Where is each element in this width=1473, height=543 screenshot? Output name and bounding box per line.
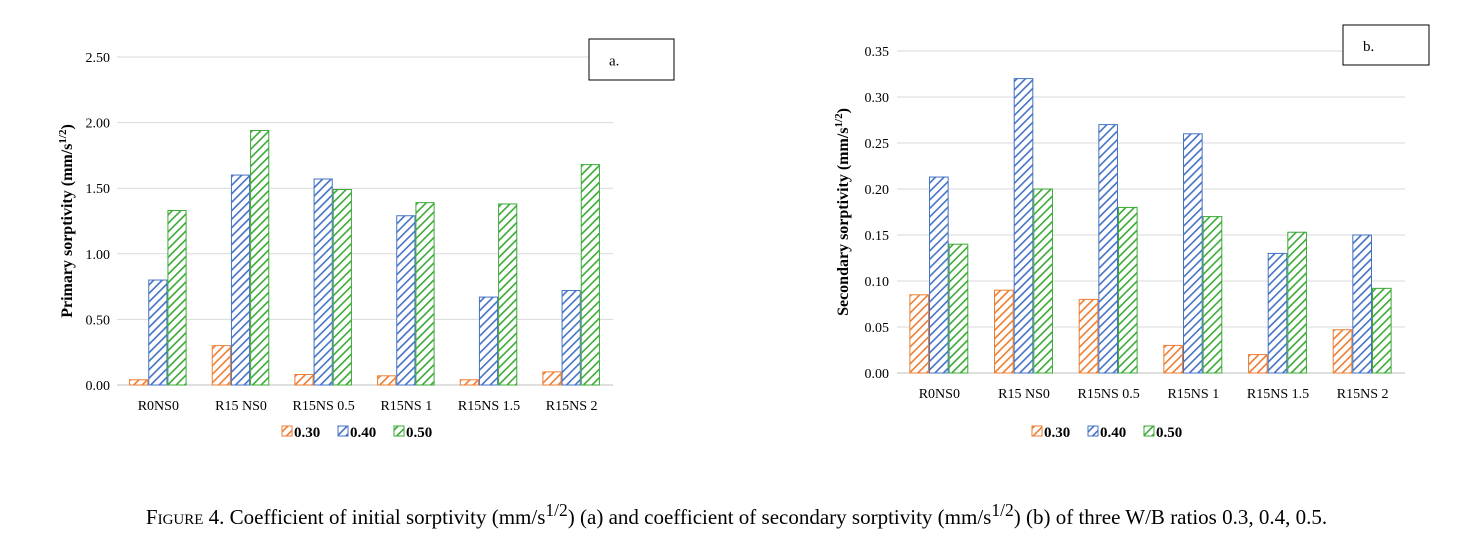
chart-a-bar-030-3 [377,375,397,386]
chart-a-bar-030-0 [129,379,149,386]
chart-b-bar-030-0 [909,294,930,374]
chart-a-category-label: R15NS 0.5 [293,399,355,414]
chart-b-legend-swatch-040 [1087,425,1099,437]
chart-a-bar-040-2 [313,178,333,386]
chart-b-bar-040-3 [1183,133,1203,374]
chart-b-legend-swatch-050 [1143,425,1155,437]
chart-b-bar-030-2 [1078,298,1099,374]
chart-a-bar-050-4 [498,203,518,386]
caption-prefix: Figure 4. [145,505,225,529]
chart-a-panel-label: a. [609,54,619,70]
chart-b-bar-030-4 [1248,354,1268,374]
chart-b-bar-050-2 [1117,206,1138,374]
chart-b-legend-label: 0.50 [1156,425,1182,441]
chart-b-category-label: R0NS0 [919,387,960,402]
caption-sup-2: 1/2 [991,500,1014,520]
chart-a-legend-label: 0.40 [350,425,376,441]
chart-b-legend-swatch-030 [1031,425,1043,437]
chart-a-bar-050-3 [415,202,435,386]
chart-b-category-label: R15NS 1 [1167,387,1219,402]
figure-caption: Figure 4. Coefficient of initial sorptiv… [0,500,1473,530]
chart-a-category-label: R15NS 1 [380,399,432,414]
chart-a-bar-030-1 [211,345,231,386]
chart-a-ytick-label: 0.50 [86,313,111,328]
chart-b-bar-030-3 [1163,344,1184,374]
chart-b-category-label: R15NS 1.5 [1247,387,1309,402]
chart-a-ytick-label: 2.50 [86,51,111,66]
chart-a-bar-030-5 [542,371,562,386]
chart-b-bar-050-0 [948,243,969,374]
chart-a-bar-050-1 [250,129,270,386]
caption-text-2: ) (a) and coefficient of secondary sorpt… [567,505,992,529]
chart-a-panel-box [588,38,675,81]
chart-b-y-axis-label: Secondary sorptivity (mm/s1/2) [833,108,852,316]
caption-text-3: ) (b) of three W/B ratios 0.3, 0.4, 0.5. [1013,505,1328,529]
chart-b-bar-040-2 [1098,124,1118,374]
chart-a-bar-040-0 [148,279,168,386]
chart-a-bar-030-2 [294,374,314,386]
chart-b-ytick-label: 0.20 [865,183,890,198]
chart-b-ytick-label: 0.35 [865,45,890,60]
chart-a-bar-050-5 [580,164,600,386]
caption-sup-1: 1/2 [545,500,568,520]
chart-a-legend-swatch-030 [281,425,293,437]
chart-b-ytick-label: 0.00 [865,367,890,382]
chart-a-legend-swatch-040 [337,425,349,437]
chart-b-bar-050-3 [1202,216,1223,374]
chart-b-panel-label: b. [1363,39,1374,55]
chart-a-category-label: R15 NS0 [215,399,267,414]
chart-a-legend-label: 0.50 [406,425,432,441]
chart-a-bar-040-1 [230,174,251,386]
chart-a-ytick-label: 1.50 [86,182,111,197]
chart-a-bar-050-0 [167,210,187,386]
caption-text-1: Coefficient of initial sorptivity (mm/s [224,505,546,529]
chart-b-bar-040-5 [1352,234,1372,374]
chart-b-legend-label: 0.40 [1100,425,1126,441]
chart-b-bar-040-4 [1267,252,1288,374]
chart-b-ytick-label: 0.05 [865,321,890,336]
chart-b-bar-040-0 [929,176,949,374]
chart-a-bar-040-3 [396,215,416,386]
chart-b-bar-050-5 [1371,287,1392,374]
chart-b-category-label: R15 NS0 [998,387,1050,402]
chart-a-legend-label: 0.30 [294,425,320,441]
chart-b-category-label: R15NS 2 [1337,387,1389,402]
chart-a-y-axis-label: Primary sorptivity (mm/s1/2) [57,124,76,318]
chart-b-bar-030-1 [994,289,1014,374]
chart-a-bar-040-5 [561,290,581,386]
chart-a-category-label: R15NS 2 [546,399,598,414]
chart-a-ytick-label: 1.00 [86,248,111,263]
chart-a-legend-swatch-050 [393,425,405,437]
chart-b-ytick-label: 0.10 [865,275,890,290]
chart-a-bar-030-4 [459,379,479,386]
chart-b-ytick-label: 0.15 [865,229,890,244]
chart-b-panel-box [1342,24,1430,66]
chart-a-ytick-label: 2.00 [86,117,111,132]
chart-a-category-label: R0NS0 [138,399,179,414]
chart-a-bar-050-2 [332,189,352,386]
chart-b-bar-030-5 [1332,329,1353,374]
chart-b-bar-050-4 [1287,231,1307,374]
chart-b-ytick-label: 0.30 [865,91,890,106]
chart-b-category-label: R15NS 0.5 [1078,387,1140,402]
chart-b-legend-label: 0.30 [1044,425,1070,441]
chart-b-ytick-label: 0.25 [865,137,890,152]
chart-b-bar-040-1 [1013,78,1034,374]
chart-a-ytick-label: 0.00 [86,379,111,394]
chart-a-primary-sorptivity: 0.00 0.50 1.00 1.50 2.00 2.50 R0NS0 R15 NS0 R15N… [57,38,675,441]
chart-b-secondary-sorptivity: 0.00 0.05 0.10 0.15 0.20 0.25 0.30 0.35 R0NS0 R15… [833,24,1430,441]
chart-b-bar-050-1 [1033,188,1053,374]
chart-a-bar-040-4 [478,296,499,386]
chart-a-category-label: R15NS 1.5 [458,399,520,414]
